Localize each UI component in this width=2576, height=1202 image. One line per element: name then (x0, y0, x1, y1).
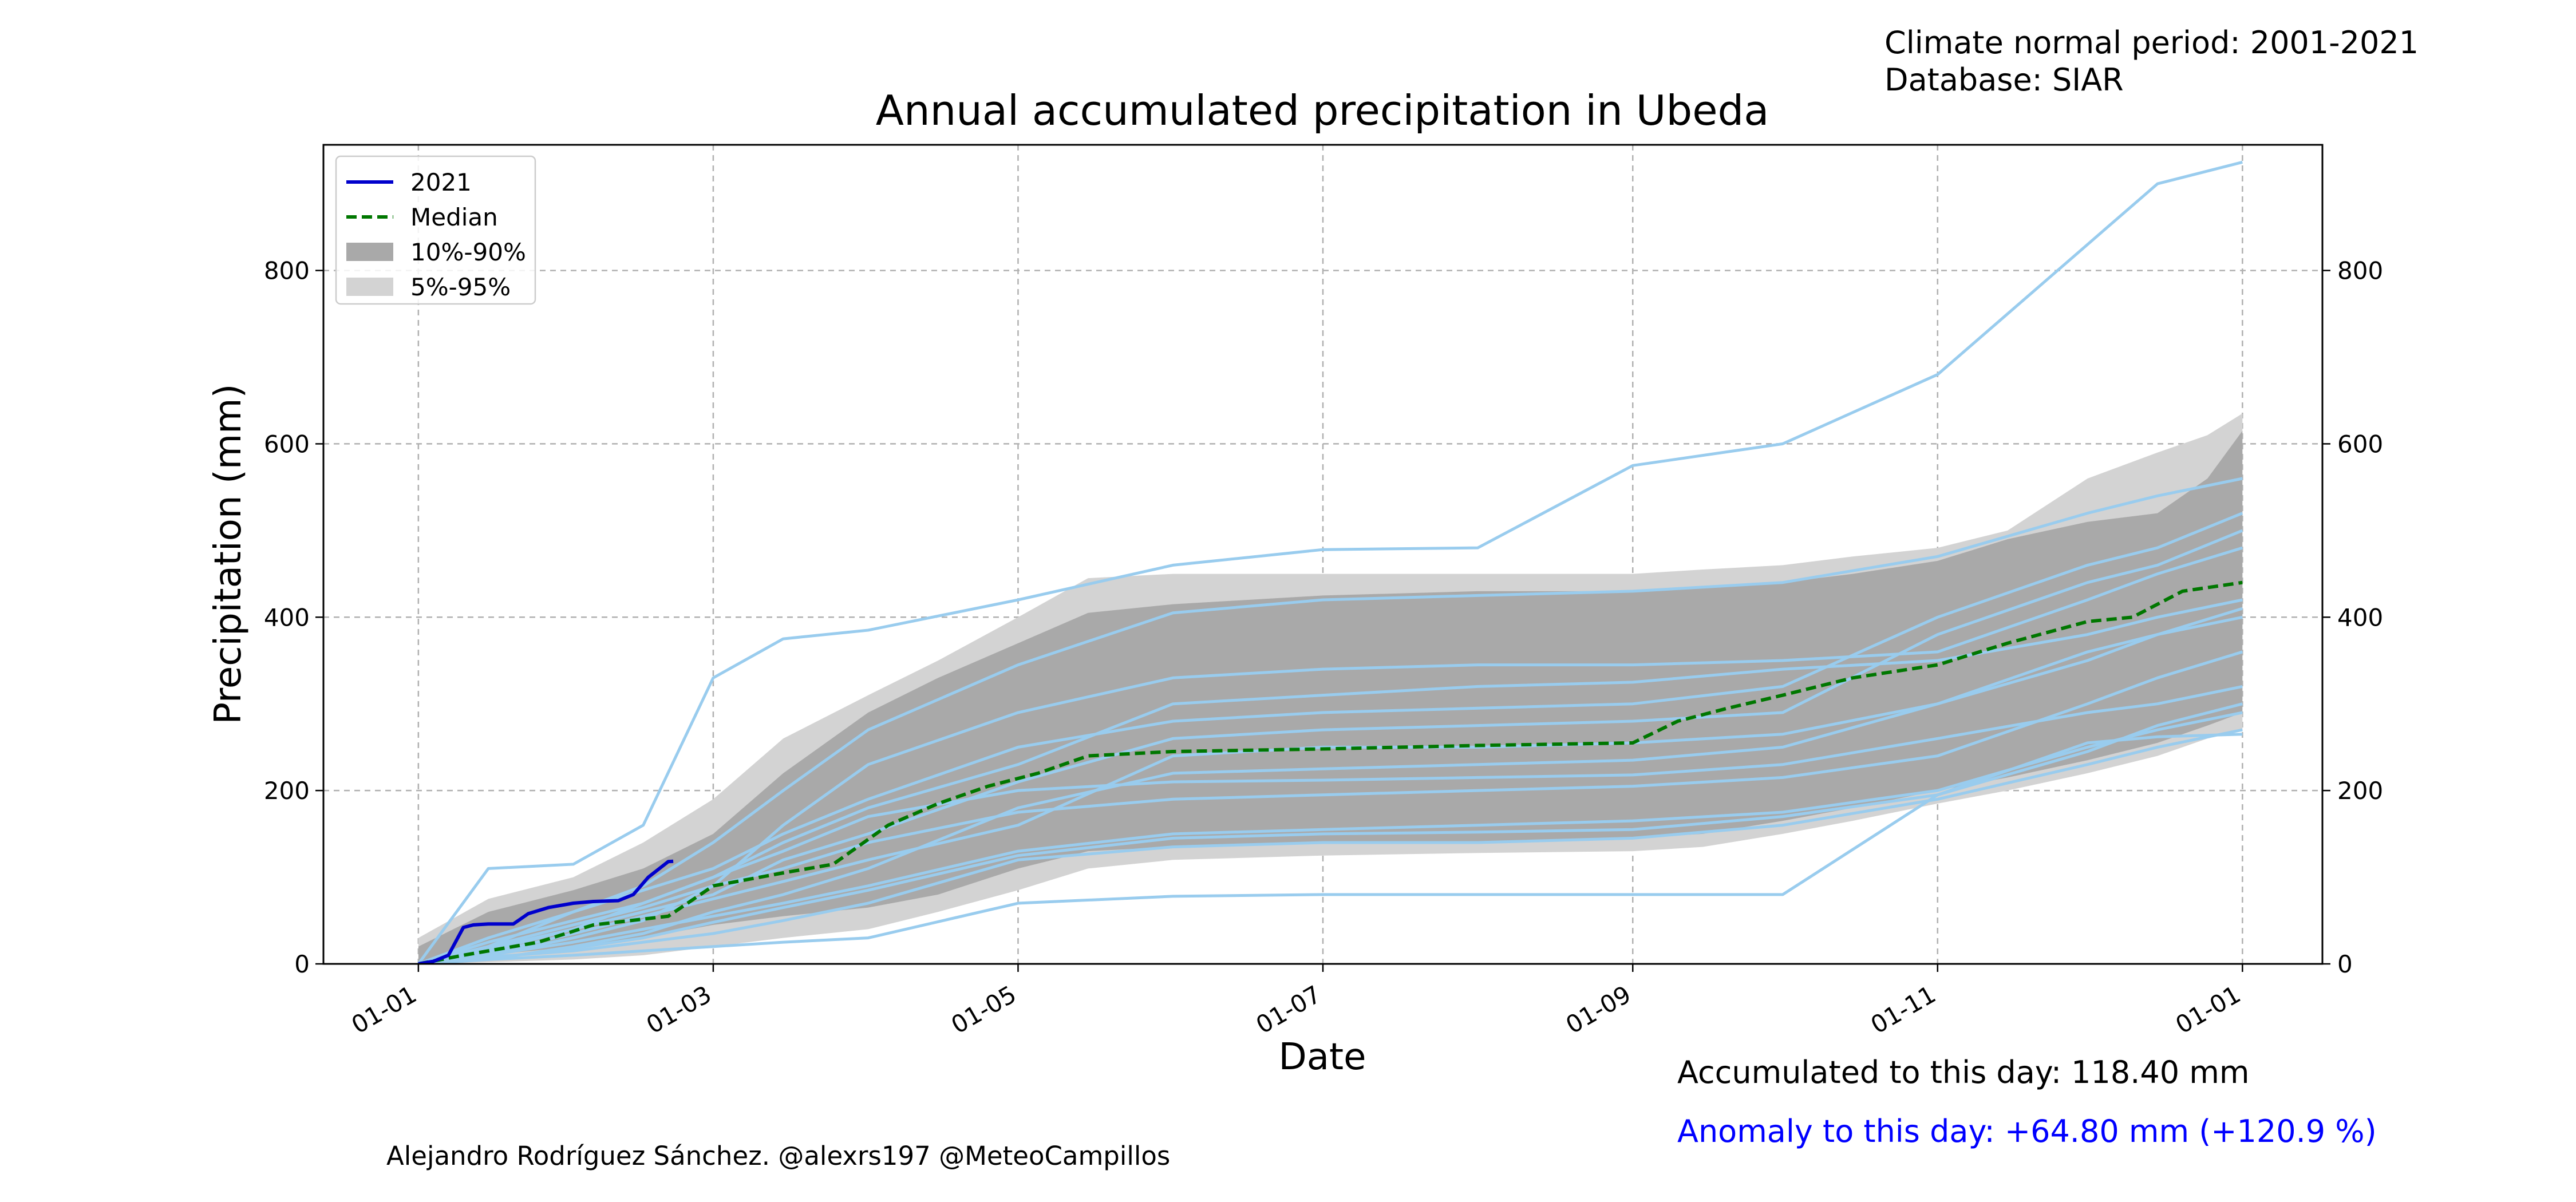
y-tick-label-left: 800 (264, 257, 310, 285)
historical-line (418, 615, 2243, 964)
legend: 2021 Median 10%-90% 5%-95% (335, 155, 536, 305)
legend-label: Median (410, 203, 498, 231)
chart-title: Annual accumulated precipitation in Ubed… (876, 86, 1769, 135)
y-tick-label-right: 800 (2337, 257, 2383, 285)
x-tick-label: 01-01 (347, 980, 421, 1039)
median-line (418, 580, 2243, 964)
x-tick-label: 01-01 (2171, 980, 2245, 1039)
historical-line (418, 598, 2243, 964)
y-tick-label-left: 400 (264, 603, 310, 631)
historical-line (418, 529, 2243, 964)
historical-line (417, 160, 2243, 964)
database-text: Database: SIAR (1884, 62, 2124, 98)
accumulated-text: Accumulated to this day: 118.40 mm (1677, 1054, 2250, 1090)
historical-line (418, 477, 2243, 964)
normal-period-text: Climate normal period: 2001-2021 (1884, 25, 2419, 61)
x-tick-label: 01-05 (946, 980, 1021, 1039)
x-tick-label: 01-03 (642, 980, 716, 1039)
y-tick-label-right: 600 (2337, 430, 2383, 458)
legend-swatch-band (346, 243, 393, 261)
historical-line (418, 728, 2243, 964)
historical-line (418, 512, 2243, 964)
x-tick-label: 01-07 (1251, 980, 1326, 1039)
legend-box (335, 155, 536, 305)
historical-line (418, 711, 2243, 964)
historical-line (418, 685, 2243, 964)
median-series (418, 580, 2243, 964)
x-axis-label: Date (1279, 1036, 1366, 1078)
legend-label: 2021 (410, 168, 472, 196)
y-axis-ticks: 0 0 200 200 400 400 600 600 800 800 (264, 257, 2383, 978)
historical-line (418, 702, 2243, 964)
legend-label: 5%-95% (410, 273, 511, 301)
y-tick-label-left: 0 (294, 950, 310, 978)
current-series (418, 859, 674, 964)
historical-series (417, 160, 2243, 964)
y-tick-label-left: 600 (264, 430, 310, 458)
y-tick-label-left: 200 (264, 777, 310, 805)
x-tick-label: 01-09 (1561, 980, 1635, 1039)
anomaly-text: Anomaly to this day: +64.80 mm (+120.9 %… (1677, 1113, 2377, 1149)
y-tick-label-right: 0 (2337, 950, 2353, 978)
current-year-line (418, 859, 674, 964)
y-tick-label-right: 400 (2337, 603, 2383, 631)
y-axis-label: Precipitation (mm) (207, 384, 250, 725)
legend-label: 10%-90% (410, 238, 526, 266)
x-axis-ticks: 01-01 01-03 01-05 01-07 01-09 01-11 01-01 (347, 964, 2245, 1039)
legend-swatch-band (346, 278, 393, 296)
x-tick-label: 01-11 (1866, 980, 1941, 1039)
y-tick-label-right: 200 (2337, 777, 2383, 805)
historical-line (418, 546, 2243, 964)
credit-text: Alejandro Rodríguez Sánchez. @alexrs197 … (386, 1141, 1170, 1171)
